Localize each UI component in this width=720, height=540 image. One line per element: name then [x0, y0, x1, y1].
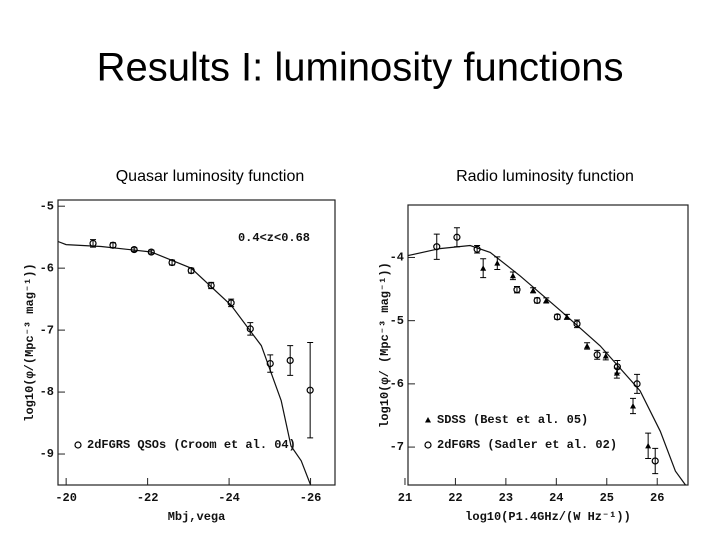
- point: [563, 313, 570, 320]
- y-tick-label: -8: [40, 385, 54, 399]
- point: [530, 287, 537, 293]
- y-tick-label: -9: [40, 447, 54, 461]
- point: [494, 260, 501, 266]
- point: [543, 297, 550, 303]
- point: [613, 363, 621, 371]
- x-tick-label: -26: [300, 491, 322, 505]
- error-bar: [453, 227, 460, 248]
- point: [633, 380, 641, 388]
- point: [168, 258, 176, 267]
- point: [584, 342, 591, 349]
- y-axis-label: log10(φ/ (Mpc⁻³ mag⁻¹)): [378, 262, 392, 428]
- y-tick-label: -5: [40, 199, 54, 213]
- x-tick-label: 25: [600, 491, 614, 505]
- legend-marker: [425, 417, 431, 423]
- model-curve: [407, 244, 686, 486]
- y-tick-label: -7: [390, 440, 404, 454]
- point: [187, 267, 195, 275]
- point: [453, 233, 461, 241]
- point: [651, 457, 659, 465]
- error-bar: [247, 322, 254, 336]
- error-bar: [614, 359, 621, 374]
- point: [602, 353, 609, 359]
- y-tick-label: -6: [40, 261, 54, 275]
- error-bar: [307, 342, 314, 439]
- point: [433, 243, 441, 251]
- y-tick-label: -4: [390, 251, 404, 265]
- point: [645, 442, 652, 449]
- x-axis-label: log10(P1.4GHz/(W Hz⁻¹)): [465, 510, 631, 524]
- point: [207, 281, 215, 290]
- annotation: 0.4<z<0.68: [238, 231, 310, 245]
- x-tick-label: 26: [650, 491, 664, 505]
- x-tick-label: -22: [137, 491, 159, 505]
- point: [246, 325, 254, 333]
- x-tick-label: 22: [448, 491, 462, 505]
- point: [509, 272, 516, 279]
- point: [473, 245, 481, 253]
- x-tick-label: 21: [398, 491, 412, 505]
- legend-label: 2dFGRS (Sadler et al. 02): [437, 438, 617, 452]
- point: [89, 239, 97, 247]
- plot-frame: [407, 204, 689, 486]
- point: [227, 299, 235, 307]
- point: [573, 320, 581, 328]
- y-tick-label: -6: [390, 377, 404, 391]
- point: [480, 265, 487, 271]
- error-bar: [433, 233, 440, 260]
- point: [533, 296, 541, 305]
- y-tick-label: -5: [390, 314, 404, 328]
- x-tick-label: -20: [55, 491, 77, 505]
- legend-marker: [424, 441, 432, 449]
- legend-label: 2dFGRS QSOs (Croom et al. 04): [87, 438, 296, 452]
- error-bar: [652, 447, 659, 475]
- point: [306, 386, 314, 394]
- error-bar: [267, 354, 274, 373]
- error-bar: [634, 373, 641, 394]
- point: [109, 241, 117, 249]
- legend-label: SDSS (Best et al. 05): [437, 413, 588, 427]
- slide-title: Results I: luminosity functions: [97, 46, 624, 90]
- plot-frame: [57, 199, 336, 486]
- x-tick-label: 24: [549, 491, 563, 505]
- chart-title: Radio luminosity function: [456, 168, 634, 185]
- point: [553, 313, 561, 321]
- point: [593, 351, 601, 359]
- chart-title: Quasar luminosity function: [116, 168, 305, 185]
- x-tick-label: -24: [218, 491, 240, 505]
- point: [147, 248, 155, 256]
- error-bar: [287, 345, 294, 376]
- point: [130, 245, 138, 254]
- legend-marker: [74, 441, 82, 449]
- point: [513, 286, 521, 294]
- x-axis-label: Mbj,vega: [168, 510, 226, 524]
- y-tick-label: -7: [40, 323, 54, 337]
- point: [630, 402, 637, 409]
- point: [266, 359, 274, 368]
- y-axis-label: log10(φ/(Mpc⁻³ mag⁻¹)): [23, 263, 37, 421]
- x-tick-label: 23: [499, 491, 513, 505]
- point: [286, 356, 294, 365]
